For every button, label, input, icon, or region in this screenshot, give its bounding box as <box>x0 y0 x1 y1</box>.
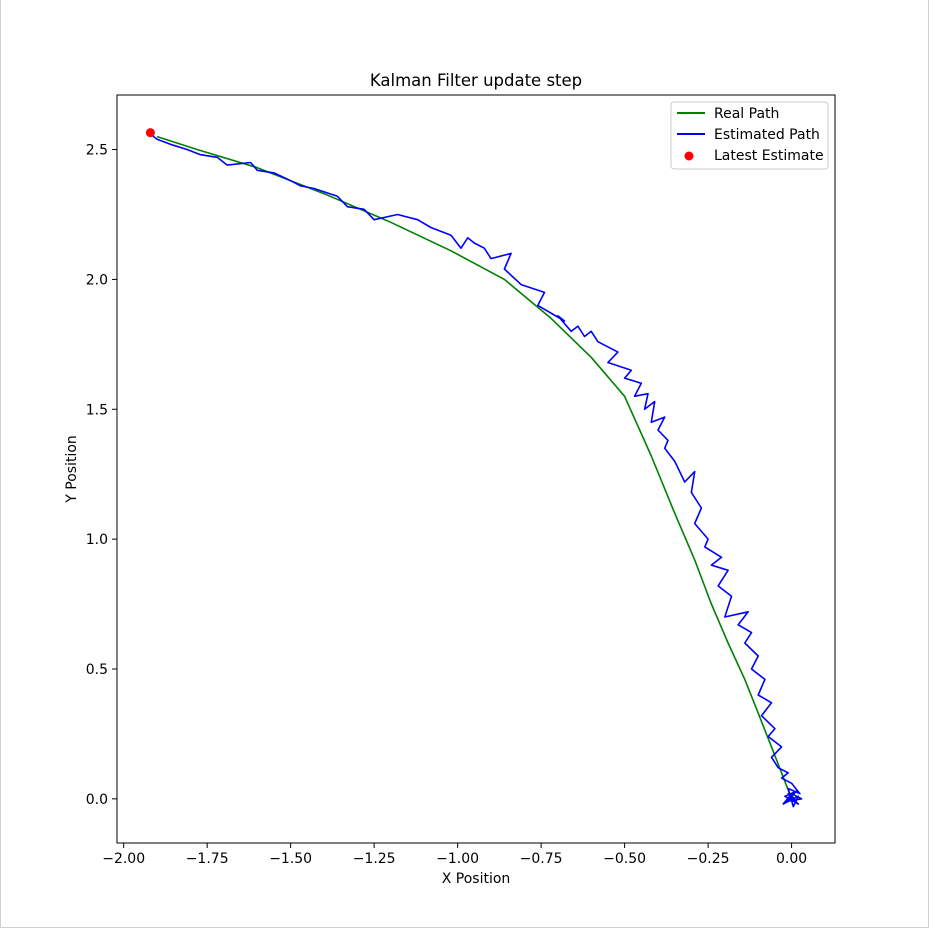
x-tick-label: −0.50 <box>603 851 646 867</box>
x-tick-label: −1.50 <box>269 851 312 867</box>
x-axis-label: X Position <box>442 871 511 887</box>
legend-box <box>670 101 829 170</box>
real-path-line <box>156 135 793 800</box>
legend-swatch <box>684 151 694 161</box>
y-tick-label: 2.0 <box>86 272 108 288</box>
axes-frame <box>116 94 836 844</box>
x-tick-label: −0.75 <box>520 851 563 867</box>
legend-label: Real Path <box>714 106 779 122</box>
legend: Real Path Estimated Path Latest Estimate <box>670 101 829 170</box>
y-tick-label: 1.0 <box>86 532 108 548</box>
x-tick-label: −2.00 <box>102 851 145 867</box>
x-tick-label: −1.00 <box>436 851 479 867</box>
x-tick-label: −1.75 <box>186 851 229 867</box>
chart-title: Kalman Filter update step <box>370 71 582 90</box>
y-tick-label: 1.5 <box>86 402 108 418</box>
x-tick-label: −0.25 <box>687 851 730 867</box>
y-axis-label: Y Position <box>64 435 80 504</box>
latest-estimate-point <box>145 128 155 138</box>
legend-label: Latest Estimate <box>714 148 824 164</box>
y-tick-label: 0.5 <box>86 662 108 678</box>
x-tick-label: 0.00 <box>776 851 807 867</box>
y-tick-label: 2.5 <box>86 143 108 159</box>
estimated-path-line <box>149 133 803 808</box>
y-tick-label: 0.0 <box>86 792 108 808</box>
legend-label: Estimated Path <box>714 127 820 143</box>
x-tick-label: −1.25 <box>353 851 396 867</box>
